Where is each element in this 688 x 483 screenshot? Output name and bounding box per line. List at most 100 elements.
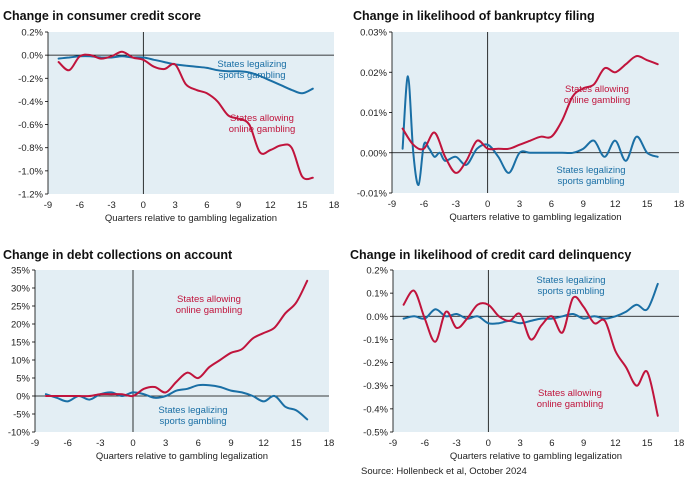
y-tick-label: 0.2% (21, 28, 43, 39)
x-tick-label: 18 (674, 199, 685, 210)
x-tick-label: -3 (96, 438, 104, 449)
x-tick-label: -3 (452, 438, 460, 449)
y-tick-label: 0.0% (366, 312, 388, 323)
y-tick-label: 30% (11, 284, 31, 295)
x-tick-label: -6 (420, 199, 428, 210)
series-line-online-gambling (57, 50, 314, 181)
series-line-online-gambling (402, 289, 659, 417)
y-tick-label: -5% (13, 410, 30, 421)
x-tick-label: 0 (141, 200, 146, 211)
x-tick-label: 12 (610, 199, 621, 210)
series-annotation: States legalizing sports gambling (217, 59, 286, 81)
x-tick-label: 9 (228, 438, 233, 449)
x-tick-label: -6 (421, 438, 429, 449)
y-tick-label: 0.00% (360, 148, 387, 159)
x-tick-label: -6 (76, 200, 84, 211)
y-tick-label: 0.1% (366, 289, 388, 300)
series-annotation: States allowing online gambling (564, 84, 631, 106)
y-tick-label: 15% (11, 338, 31, 349)
y-tick-label: -1.2% (18, 190, 43, 201)
x-tick-label: 15 (291, 438, 302, 449)
y-tick-label: -0.01% (357, 189, 388, 200)
y-tick-label: -0.4% (18, 97, 43, 108)
x-tick-label: -3 (107, 200, 115, 211)
plot-area (48, 32, 334, 194)
x-tick-label: 15 (642, 199, 653, 210)
chart-title: Change in debt collections on account (3, 248, 233, 262)
x-tick-label: 3 (163, 438, 168, 449)
x-axis-label: Quarters relative to gambling legalizati… (96, 451, 268, 462)
x-tick-label: 15 (642, 438, 653, 449)
x-tick-label: 3 (517, 199, 522, 210)
y-tick-label: 0.2% (366, 266, 388, 277)
series-annotation: States allowing online gambling (537, 388, 604, 410)
x-tick-label: 0 (130, 438, 135, 449)
y-tick-label: -0.8% (18, 143, 43, 154)
chart-bankruptcy: Change in likelihood of bankruptcy filin… (353, 9, 684, 223)
x-tick-label: 0 (485, 199, 490, 210)
x-axis-label: Quarters relative to gambling legalizati… (450, 451, 622, 462)
y-tick-label: 0% (16, 392, 30, 403)
y-tick-label: -0.2% (18, 74, 43, 85)
x-tick-label: 0 (486, 438, 491, 449)
y-tick-label: 20% (11, 320, 31, 331)
y-tick-label: 0.0% (21, 51, 43, 62)
series-line-sports-gambling (402, 282, 659, 325)
x-tick-label: 9 (581, 438, 586, 449)
x-tick-label: 6 (204, 200, 209, 211)
x-tick-label: 6 (196, 438, 201, 449)
y-tick-label: -10% (8, 428, 31, 439)
source-note: Source: Hollenbeck et al, October 2024 (361, 466, 527, 477)
x-tick-label: -9 (31, 438, 39, 449)
x-tick-label: 12 (258, 438, 269, 449)
x-tick-label: 12 (265, 200, 276, 211)
y-tick-label: 0.02% (360, 68, 387, 79)
x-tick-label: 18 (674, 438, 685, 449)
y-tick-label: 35% (11, 266, 31, 277)
x-tick-label: 9 (581, 199, 586, 210)
series-line-sports-gambling (44, 383, 309, 421)
y-tick-label: -0.3% (363, 381, 388, 392)
plot-area (393, 270, 679, 432)
series-annotation: States legalizing sports gambling (158, 405, 227, 427)
x-tick-label: 12 (610, 438, 621, 449)
y-tick-label: -0.6% (18, 120, 43, 131)
y-tick-label: 10% (11, 356, 31, 367)
x-axis-label: Quarters relative to gambling legalizati… (449, 212, 621, 223)
y-tick-label: -1.0% (18, 166, 43, 177)
y-tick-label: -0.4% (363, 404, 388, 415)
y-tick-label: 0.01% (360, 108, 387, 119)
x-tick-label: -6 (63, 438, 71, 449)
y-tick-label: -0.2% (363, 358, 388, 369)
x-tick-label: -3 (452, 199, 460, 210)
plot-area (35, 270, 329, 432)
series-annotation: States legalizing sports gambling (556, 165, 625, 187)
x-tick-label: -9 (44, 200, 52, 211)
y-tick-label: 25% (11, 302, 31, 313)
chart-title: Change in likelihood of bankruptcy filin… (353, 9, 595, 23)
series-line-online-gambling (44, 279, 309, 398)
series-line-online-gambling (401, 55, 659, 174)
y-tick-label: 0.03% (360, 28, 387, 39)
chart-title: Change in consumer credit score (3, 9, 201, 23)
series-annotation: States allowing online gambling (176, 294, 243, 316)
series-line-sports-gambling (57, 55, 314, 95)
x-axis-label: Quarters relative to gambling legalizati… (105, 213, 277, 224)
x-tick-label: 18 (324, 438, 335, 449)
x-tick-label: 15 (297, 200, 308, 211)
x-tick-label: 3 (172, 200, 177, 211)
x-tick-label: -9 (389, 438, 397, 449)
chart-credit-score: Change in consumer credit score -1.2% -1.0… (3, 9, 339, 224)
x-tick-label: 9 (236, 200, 241, 211)
x-tick-label: 6 (549, 199, 554, 210)
x-tick-label: -9 (388, 199, 396, 210)
chart-title: Change in likelihood of credit card deli… (350, 248, 631, 262)
y-tick-label: -0.5% (363, 428, 388, 439)
series-annotation: States legalizing sports gambling (536, 275, 605, 297)
series-annotation: States allowing online gambling (229, 113, 296, 135)
y-tick-label: -0.1% (363, 335, 388, 346)
chart-debt-collections: Change in debt collections on account -10… (3, 248, 334, 462)
x-tick-label: 6 (549, 438, 554, 449)
y-tick-label: 5% (16, 374, 30, 385)
